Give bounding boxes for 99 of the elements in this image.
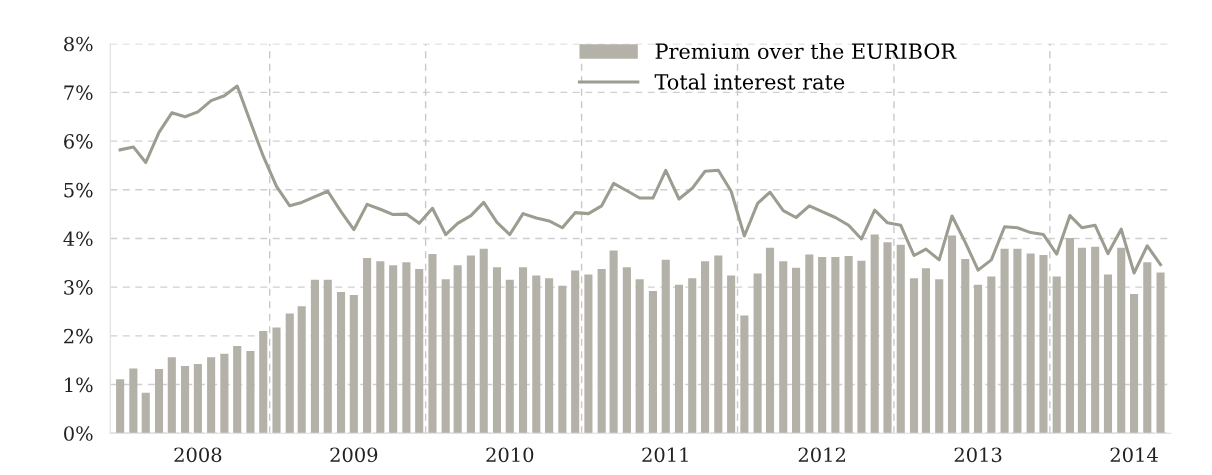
bar	[116, 379, 125, 434]
bar	[207, 357, 216, 434]
bar	[765, 247, 775, 434]
bar	[141, 392, 150, 434]
bar	[818, 256, 827, 434]
bar	[701, 261, 710, 434]
bar	[376, 261, 385, 434]
bar	[753, 273, 762, 434]
bar	[428, 254, 437, 434]
y-tick-label: 4%	[63, 231, 93, 247]
bar	[648, 291, 657, 434]
y-tick-label: 6%	[64, 134, 93, 149]
bar	[1129, 293, 1139, 434]
bar	[909, 278, 919, 434]
bar	[597, 269, 606, 434]
legend-label: Premium over the EURIBOR	[655, 42, 957, 60]
x-tick-label: 2010	[486, 447, 534, 463]
bar	[479, 248, 488, 434]
bar	[921, 268, 931, 434]
bar	[323, 279, 332, 434]
bar	[492, 267, 502, 434]
bar	[336, 292, 346, 434]
bar	[571, 270, 580, 434]
bar	[1065, 237, 1075, 434]
bar	[220, 353, 229, 434]
bar	[792, 267, 801, 434]
y-tick-label: 3%	[64, 280, 93, 295]
bar	[1143, 262, 1152, 434]
bar	[532, 275, 541, 434]
bar	[505, 279, 514, 434]
bar	[389, 265, 398, 434]
bar	[1000, 248, 1009, 434]
bar	[857, 260, 866, 434]
bar	[167, 357, 176, 434]
bar	[1156, 272, 1165, 434]
bar	[805, 254, 814, 434]
bar	[181, 366, 190, 434]
bar	[558, 285, 567, 434]
bar	[297, 306, 306, 434]
bar	[1013, 248, 1022, 434]
bar	[310, 279, 320, 434]
bar	[661, 259, 670, 434]
legend-label: Total interest rate	[654, 73, 845, 90]
bar	[727, 275, 736, 434]
bar	[441, 279, 450, 434]
bar	[870, 234, 879, 434]
y-tick-label: 8%	[64, 36, 93, 52]
bar	[402, 262, 411, 434]
bar	[259, 330, 268, 434]
bar	[1077, 247, 1086, 434]
bar	[1103, 274, 1113, 434]
bar	[987, 276, 996, 434]
bar	[1039, 255, 1048, 434]
bar	[688, 278, 697, 434]
bar	[1091, 246, 1100, 434]
x-tick-label: 2013	[954, 447, 1002, 463]
bar	[518, 267, 528, 434]
y-tick-label: 1%	[65, 377, 93, 393]
x-tick-label: 2008	[174, 447, 222, 463]
bar	[609, 250, 618, 434]
bar	[674, 284, 684, 434]
x-tick-label: 2011	[642, 447, 688, 463]
bar	[193, 364, 202, 434]
bar	[1117, 247, 1126, 434]
y-tick-label: 7%	[64, 85, 93, 101]
bar	[453, 265, 462, 434]
bar	[246, 350, 255, 434]
x-tick-label: 2014	[1110, 447, 1158, 463]
y-tick-label: 5%	[64, 182, 93, 198]
bar	[1026, 253, 1035, 434]
y-tick-label: 2%	[64, 328, 93, 344]
bar	[896, 244, 905, 434]
bar	[844, 255, 853, 434]
x-tick-label: 2009	[330, 447, 378, 463]
bar	[635, 279, 644, 434]
bar	[272, 327, 281, 434]
bar	[1052, 276, 1061, 434]
bar	[947, 235, 957, 434]
bar	[714, 255, 723, 434]
bar	[584, 274, 593, 434]
bar	[974, 284, 983, 434]
bar	[415, 269, 424, 434]
bar	[154, 368, 164, 434]
bar	[883, 242, 892, 434]
bar	[740, 315, 749, 434]
bar	[363, 257, 372, 434]
bar	[779, 261, 788, 434]
bar	[961, 258, 970, 434]
bar	[466, 255, 475, 434]
bar	[622, 267, 631, 434]
y-tick-label: 0%	[64, 426, 93, 441]
bar	[129, 368, 138, 434]
bar	[935, 279, 944, 434]
bar	[545, 278, 554, 434]
bar	[349, 294, 358, 434]
x-tick-label: 2012	[798, 447, 845, 463]
bar	[831, 256, 840, 434]
bar	[233, 346, 242, 434]
bar	[285, 313, 294, 434]
